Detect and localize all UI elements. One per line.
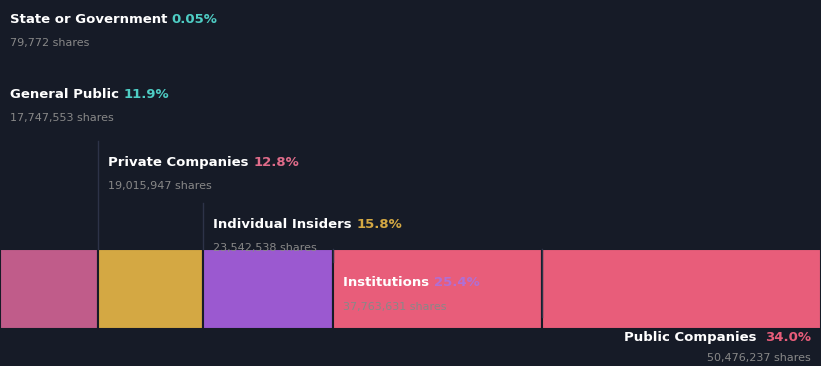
Text: Private Companies: Private Companies <box>108 156 253 169</box>
Bar <box>204 249 333 329</box>
Text: 17,747,553 shares: 17,747,553 shares <box>10 113 113 123</box>
Text: 0.05%: 0.05% <box>172 13 218 26</box>
Text: 37,763,631 shares: 37,763,631 shares <box>343 302 447 312</box>
Bar <box>1 249 99 329</box>
Text: Institutions: Institutions <box>343 276 433 290</box>
Text: 79,772 shares: 79,772 shares <box>10 38 89 48</box>
Text: State or Government: State or Government <box>10 13 172 26</box>
Text: 34.0%: 34.0% <box>765 331 811 344</box>
Text: 50,476,237 shares: 50,476,237 shares <box>708 353 811 363</box>
Text: 19,015,947 shares: 19,015,947 shares <box>108 181 212 191</box>
Bar <box>99 249 204 329</box>
Text: 11.9%: 11.9% <box>123 88 169 101</box>
Bar <box>542 249 821 329</box>
Text: 15.8%: 15.8% <box>356 218 402 231</box>
Text: 23,542,538 shares: 23,542,538 shares <box>213 243 317 253</box>
Text: General Public: General Public <box>10 88 123 101</box>
Text: Public Companies: Public Companies <box>624 331 761 344</box>
Bar <box>333 249 542 329</box>
Text: 12.8%: 12.8% <box>253 156 299 169</box>
Text: Individual Insiders: Individual Insiders <box>213 218 356 231</box>
Text: 25.4%: 25.4% <box>433 276 479 290</box>
